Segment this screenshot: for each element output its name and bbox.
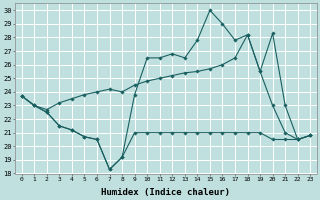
X-axis label: Humidex (Indice chaleur): Humidex (Indice chaleur) [101,188,230,197]
